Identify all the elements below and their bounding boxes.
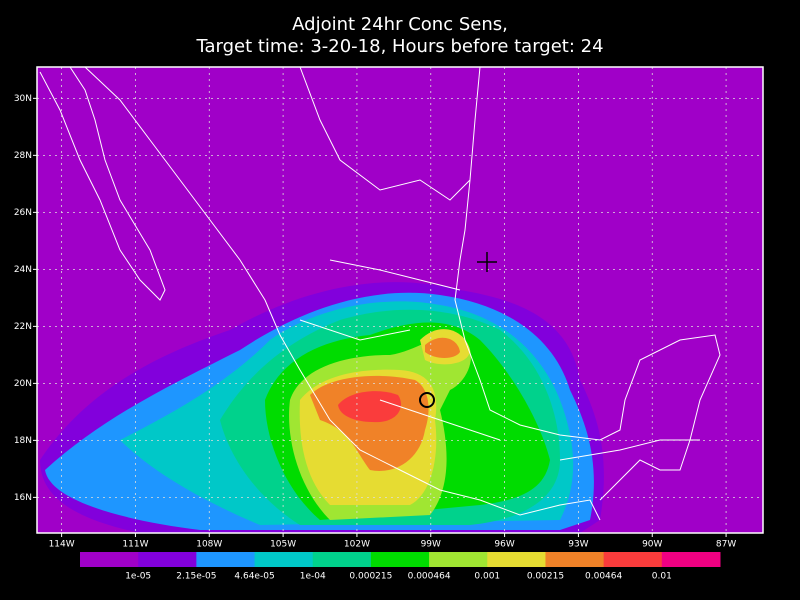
colorbar-swatch (254, 552, 314, 567)
x-tick-label: 114W (49, 540, 75, 550)
colorbar-swatch (312, 552, 372, 567)
colorbar-label: 0.00464 (585, 572, 622, 582)
colorbar: 1e-05 2.15e-05 4.64e-05 1e-04 0.000215 0.0004… (80, 552, 721, 582)
x-tick-label: 102W (344, 540, 370, 550)
y-tick-label: 16N (14, 493, 32, 503)
colorbar-label: 0.000464 (408, 572, 451, 582)
contour (425, 337, 460, 358)
colorbar-label: 4.64e-05 (234, 572, 274, 582)
colorbar-swatch (545, 552, 605, 567)
colorbar-swatch (429, 552, 488, 567)
x-tick-label: 99W (421, 540, 441, 550)
colorbar-label: 0.00215 (527, 572, 564, 582)
x-tick-label: 108W (196, 540, 222, 550)
coastline (39, 67, 721, 521)
x-tick-label: 111W (122, 540, 148, 550)
colorbar-label: 0.000215 (349, 572, 392, 582)
ticks: 114W 111W 108W 105W 102W 99W 96W 93W 90W 87W 16N 18… (14, 94, 737, 550)
y-tick-label: 20N (14, 379, 32, 389)
y-tick-label: 30N (14, 94, 32, 104)
colorbar-swatch (487, 552, 546, 567)
y-tick-label: 22N (14, 322, 32, 332)
colorbar-swatch (370, 552, 430, 567)
y-tick-label: 18N (14, 436, 32, 446)
x-tick-label: 96W (494, 540, 514, 550)
colorbar-label: 1e-04 (300, 572, 326, 582)
contour (338, 391, 401, 423)
x-tick-label: 87W (716, 540, 736, 550)
colorbar-swatch (196, 552, 256, 567)
colorbar-label: 0.01 (652, 572, 672, 582)
target-marker (477, 252, 497, 272)
y-tick-label: 28N (14, 151, 32, 161)
title-line: Adjoint 24hr Conc Sens, (292, 14, 508, 35)
colorbar-swatch (603, 552, 663, 567)
title-line: Target time: 3-20-18, Hours before targe… (195, 36, 603, 57)
x-tick-label: 93W (568, 540, 588, 550)
map-frame (36, 66, 764, 534)
colorbar-label: 1e-05 (125, 572, 151, 582)
y-tick-label: 24N (14, 265, 32, 275)
map-field (37, 67, 763, 533)
grid (37, 67, 763, 533)
source-marker (419, 392, 435, 408)
colorbar-swatch (661, 552, 721, 567)
colorbar-label: 0.001 (474, 572, 500, 582)
colorbar-swatch (80, 552, 139, 567)
x-tick-label: 90W (642, 540, 662, 550)
colorbar-label: 2.15e-05 (176, 572, 216, 582)
x-tick-label: 105W (270, 540, 296, 550)
y-tick-label: 26N (14, 208, 32, 218)
colorbar-swatch (138, 552, 197, 567)
